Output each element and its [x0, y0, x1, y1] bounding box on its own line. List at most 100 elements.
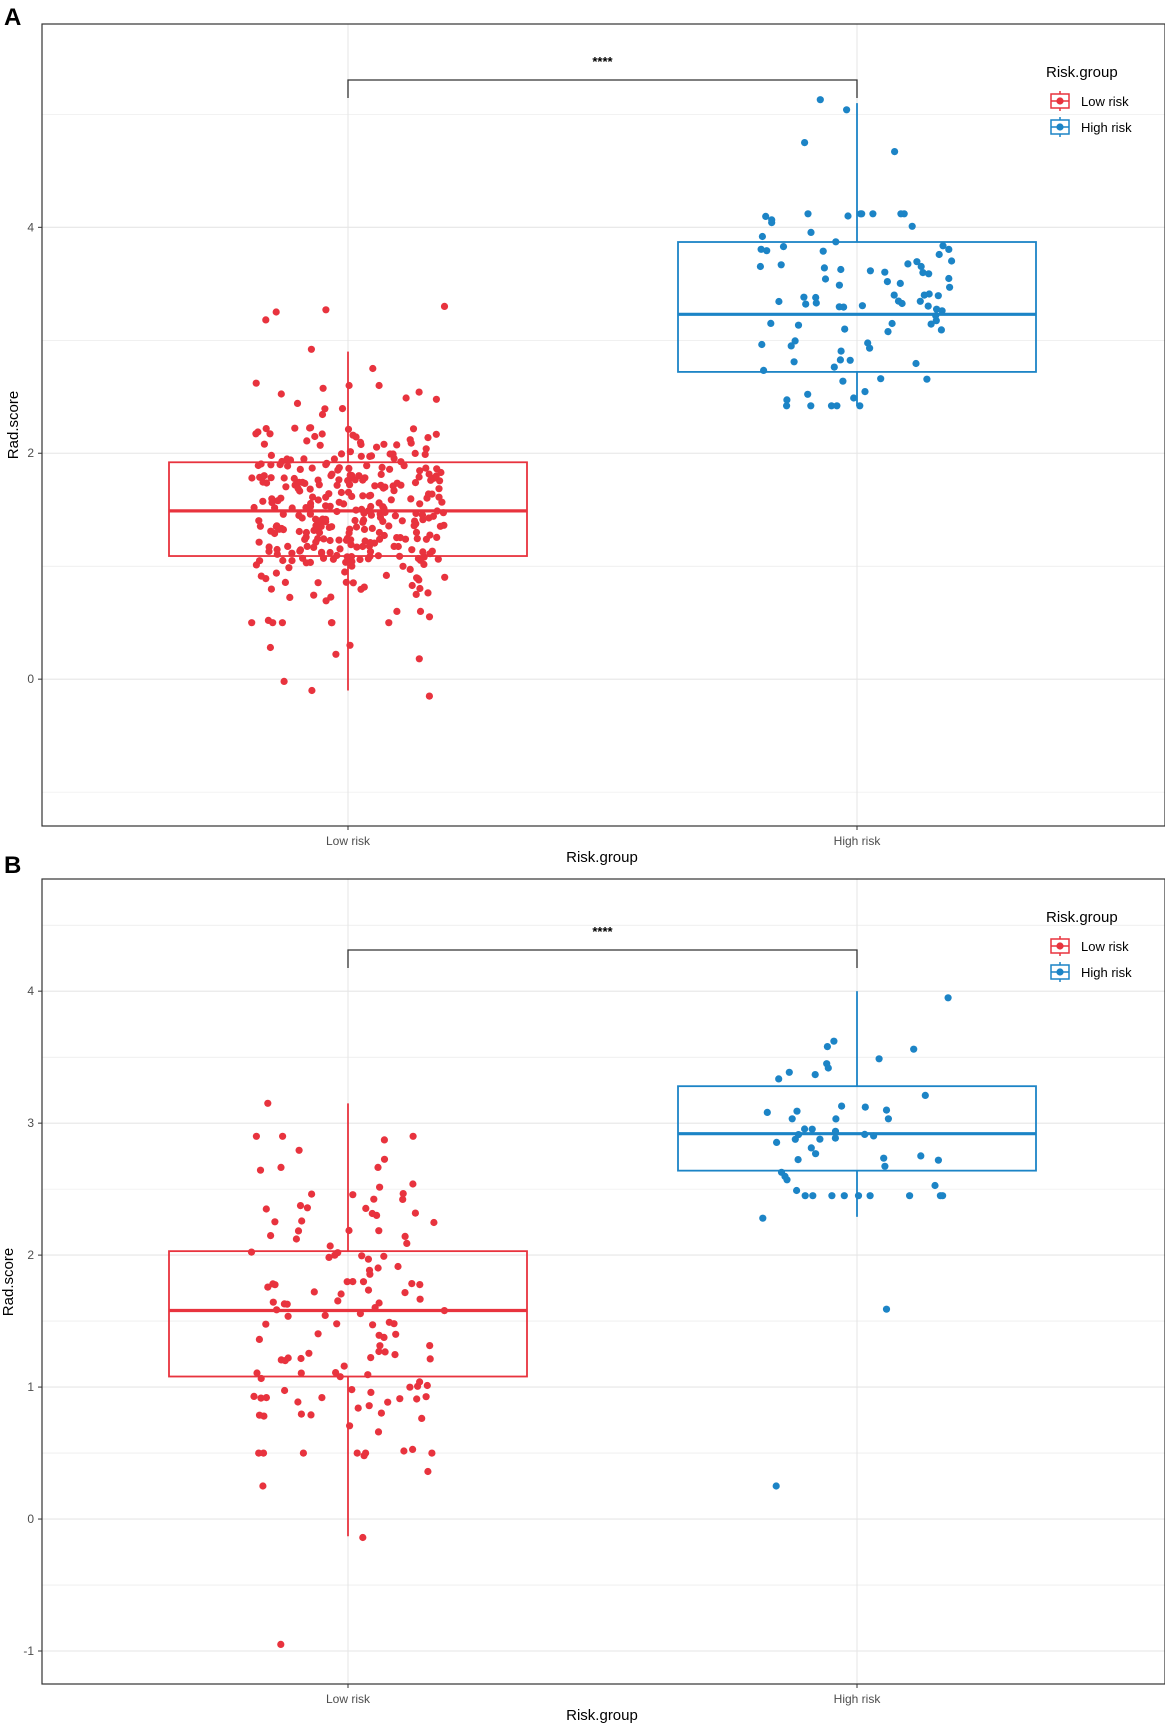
data-point — [345, 464, 353, 472]
data-point — [858, 210, 866, 218]
data-point — [266, 430, 274, 438]
data-point — [359, 1533, 367, 1542]
data-point — [359, 542, 367, 551]
data-point — [800, 293, 808, 301]
data-point — [777, 1168, 786, 1176]
data-point — [353, 543, 361, 551]
grid — [42, 879, 1165, 1684]
data-point — [363, 462, 371, 470]
data-point — [944, 994, 952, 1002]
data-point — [284, 1312, 292, 1320]
data-point — [279, 510, 287, 518]
data-point — [278, 619, 286, 627]
x-axis-title: Risk.group — [566, 849, 638, 866]
data-point — [335, 498, 343, 506]
panel-label: B — [4, 852, 21, 879]
data-points — [248, 96, 956, 700]
data-point — [381, 483, 389, 491]
data-point — [333, 481, 341, 489]
data-point — [896, 279, 904, 287]
data-point — [811, 1071, 819, 1079]
data-point — [259, 1482, 267, 1490]
data-point — [308, 1190, 316, 1198]
data-point — [360, 509, 368, 517]
data-point — [344, 477, 352, 485]
plot-border — [41, 878, 1165, 1685]
box-iqr — [677, 1085, 1037, 1172]
data-point — [348, 492, 356, 500]
data-point — [254, 428, 262, 436]
y-tick-label: -1 — [23, 1644, 34, 1658]
data-point — [812, 299, 820, 307]
data-point — [269, 1280, 277, 1288]
data-point — [326, 1242, 334, 1250]
data-point — [421, 450, 429, 458]
data-point — [309, 493, 317, 501]
data-point — [327, 619, 336, 627]
data-point — [366, 548, 375, 556]
data-point — [325, 490, 333, 498]
data-point — [882, 1106, 891, 1114]
data-point — [256, 1166, 265, 1174]
data-point — [305, 1349, 313, 1357]
data-point — [294, 1227, 303, 1235]
data-point — [393, 607, 401, 616]
data-point — [345, 1226, 353, 1235]
data-point — [426, 531, 434, 539]
data-point — [264, 616, 272, 625]
data-point — [794, 321, 803, 329]
data-point — [433, 507, 441, 515]
data-point — [311, 432, 319, 441]
data-point — [390, 487, 398, 495]
data-point — [382, 571, 390, 580]
legend-keys — [1050, 91, 1070, 137]
data-point — [280, 677, 288, 686]
data-point — [916, 297, 924, 305]
data-point — [371, 482, 379, 490]
data-point — [402, 394, 410, 402]
data-point — [267, 585, 275, 593]
y-tick-label: 4 — [27, 220, 34, 234]
data-point — [264, 1099, 272, 1107]
data-point — [286, 593, 294, 602]
data-point — [397, 458, 405, 466]
data-point — [783, 402, 791, 410]
data-point — [416, 1281, 424, 1289]
data-point — [406, 565, 414, 574]
data-point — [321, 1311, 329, 1319]
data-point — [295, 1146, 303, 1154]
data-point — [801, 139, 809, 147]
data-point — [804, 210, 812, 218]
data-point — [843, 106, 851, 114]
data-point — [277, 1640, 285, 1648]
data-point — [391, 1351, 399, 1359]
data-point — [328, 523, 336, 531]
data-point — [308, 686, 316, 695]
data-point — [386, 450, 394, 458]
data-point — [273, 545, 281, 554]
data-point — [759, 1214, 767, 1222]
data-point — [428, 490, 436, 498]
data-point — [411, 479, 420, 487]
data-point — [334, 1297, 342, 1305]
data-point — [345, 381, 353, 390]
data-point — [373, 443, 381, 451]
data-point — [775, 1075, 783, 1083]
data-point — [939, 1192, 947, 1200]
data-point — [356, 438, 365, 446]
data-point — [295, 527, 303, 536]
data-point — [380, 440, 388, 448]
data-point — [777, 261, 785, 269]
data-point — [366, 539, 374, 547]
data-point — [413, 1395, 421, 1403]
data-point — [858, 302, 867, 310]
data-point — [861, 388, 869, 396]
data-point — [398, 517, 406, 525]
data-point — [415, 473, 423, 481]
data-point — [337, 450, 346, 458]
data-point — [306, 485, 314, 493]
data-point — [831, 1127, 840, 1135]
plot-background — [42, 24, 1165, 826]
data-point — [362, 1204, 370, 1212]
data-point — [281, 1386, 289, 1395]
